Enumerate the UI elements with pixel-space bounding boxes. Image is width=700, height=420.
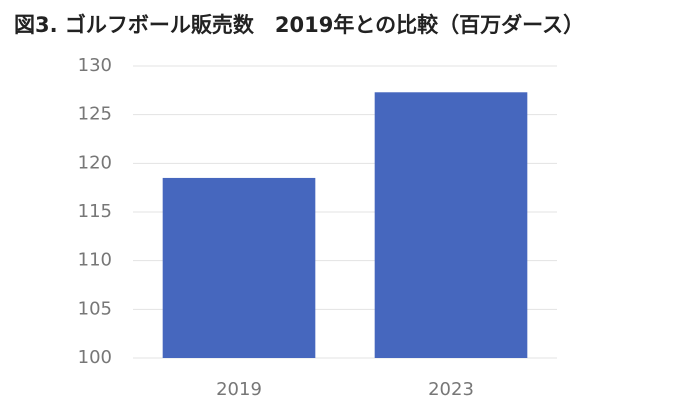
y-tick-label: 120 <box>78 152 112 173</box>
bar <box>374 92 528 358</box>
y-tick-label: 115 <box>78 201 112 222</box>
chart-title: 図3. ゴルフボール販売数 2019年との比較（百万ダース） <box>14 13 584 37</box>
y-tick-label: 110 <box>78 250 112 271</box>
x-tick-label: 2023 <box>428 379 474 400</box>
y-tick-label: 105 <box>78 298 112 319</box>
y-tick-label: 125 <box>78 104 112 125</box>
x-tick-label: 2019 <box>216 379 262 400</box>
y-tick-label: 130 <box>78 55 112 76</box>
y-tick-label: 100 <box>78 347 112 368</box>
bar <box>162 177 316 358</box>
